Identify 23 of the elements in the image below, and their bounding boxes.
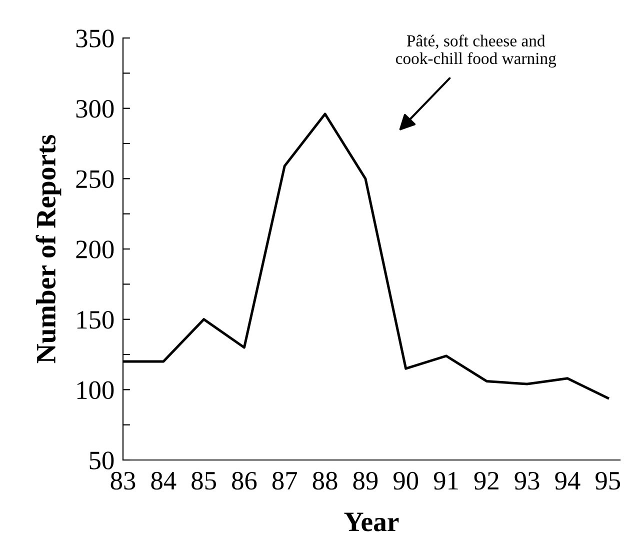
x-tick-label: 94 bbox=[555, 472, 580, 490]
x-tick-label: 95 bbox=[596, 472, 620, 490]
x-tick-label: 83 bbox=[110, 472, 136, 490]
x-tick-label: 93 bbox=[514, 472, 540, 490]
y-tick-label: 100 bbox=[77, 381, 114, 400]
y-tick-label: 350 bbox=[76, 30, 114, 48]
x-tick-label: 85 bbox=[192, 472, 216, 490]
x-tick-label: 90 bbox=[394, 472, 418, 490]
x-tick-label: 92 bbox=[474, 472, 498, 490]
x-tick-label: 91 bbox=[434, 472, 458, 490]
y-tick-label: 250 bbox=[76, 170, 114, 188]
x-tick-label: 87 bbox=[272, 472, 298, 490]
y-tick-label: 200 bbox=[76, 240, 114, 258]
y-tick-label: 50 bbox=[90, 452, 114, 470]
y-axis-title: Number of Reports bbox=[36, 134, 62, 364]
x-axis-title: Year bbox=[344, 512, 399, 532]
x-tick-label: 89 bbox=[353, 472, 378, 490]
x-tick-label: 84 bbox=[151, 472, 176, 490]
annotation: Pâté, soft cheese and cook-chill food warning bbox=[396, 34, 556, 68]
y-tick-label: 300 bbox=[76, 100, 114, 118]
x-tick-label: 86 bbox=[232, 472, 257, 490]
x-tick-label: 88 bbox=[312, 472, 338, 490]
y-tick-label: 150 bbox=[77, 310, 114, 329]
